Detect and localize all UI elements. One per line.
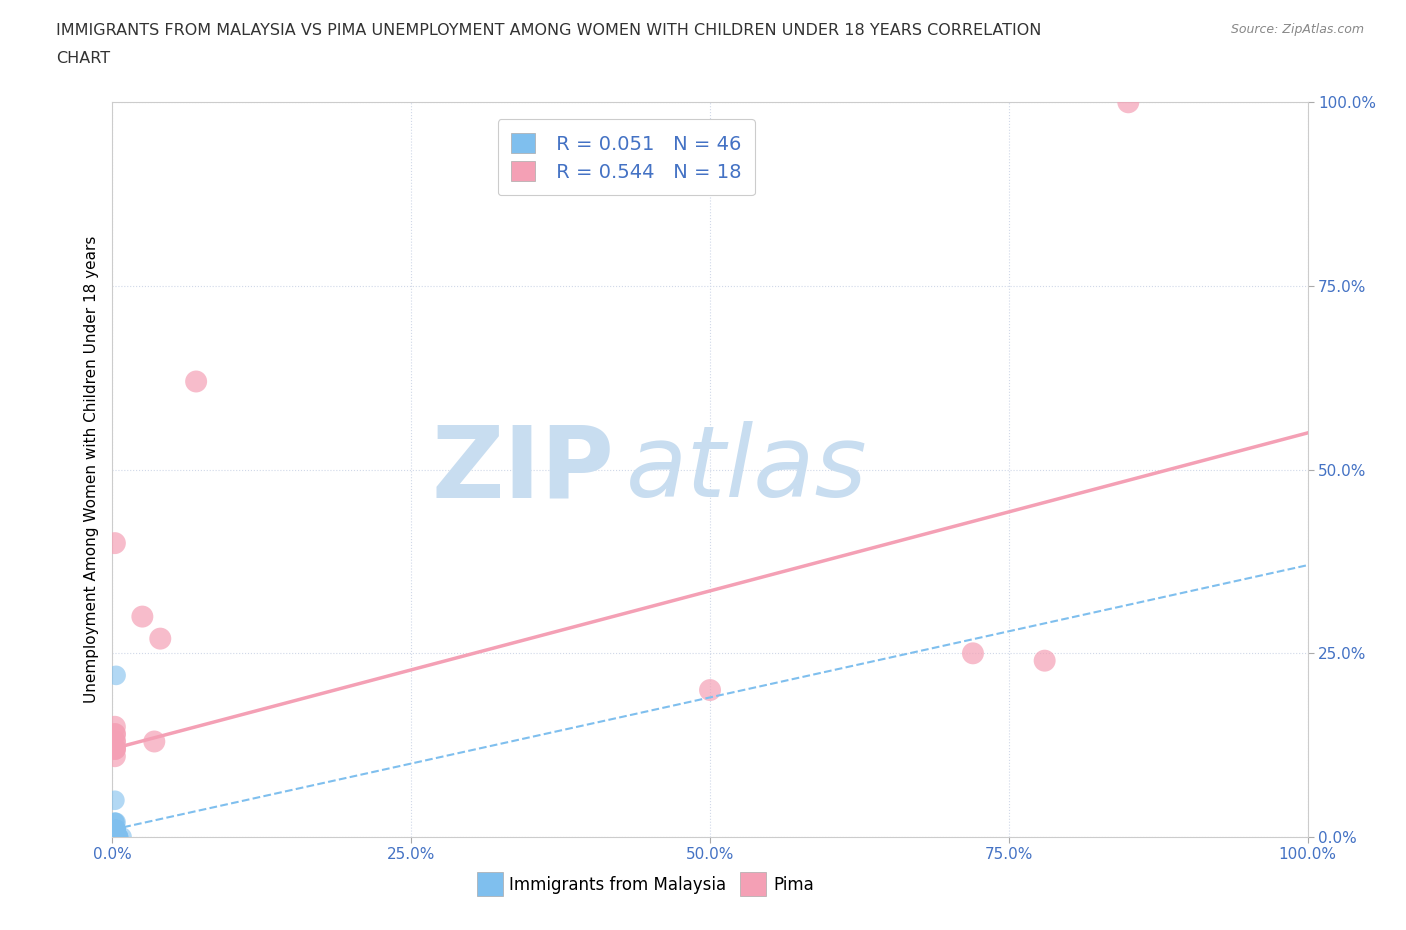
Point <box>107 830 129 844</box>
Point <box>143 734 166 749</box>
Text: Immigrants from Malaysia: Immigrants from Malaysia <box>509 876 727 894</box>
Point <box>105 822 128 837</box>
Point <box>105 830 128 844</box>
Point <box>105 830 128 844</box>
Point <box>107 830 129 844</box>
Point <box>105 830 128 844</box>
Point <box>105 830 128 844</box>
Point <box>105 830 128 844</box>
Point <box>104 536 127 551</box>
Text: atlas: atlas <box>627 421 868 518</box>
Point <box>104 830 127 844</box>
Point <box>104 830 127 844</box>
Point <box>105 830 128 844</box>
Point <box>104 741 127 756</box>
Point <box>111 830 134 844</box>
Point <box>104 830 127 844</box>
Point <box>105 830 128 844</box>
Point <box>104 830 127 844</box>
Point <box>104 830 127 844</box>
Point <box>105 830 128 844</box>
Point <box>105 830 128 844</box>
Point <box>107 830 129 844</box>
Text: IMMIGRANTS FROM MALAYSIA VS PIMA UNEMPLOYMENT AMONG WOMEN WITH CHILDREN UNDER 18: IMMIGRANTS FROM MALAYSIA VS PIMA UNEMPLO… <box>56 23 1042 38</box>
FancyBboxPatch shape <box>477 872 503 896</box>
Point <box>105 668 128 683</box>
Point <box>104 741 127 756</box>
Point <box>104 734 127 749</box>
Point <box>186 374 208 389</box>
Text: Pima: Pima <box>773 876 814 894</box>
Point <box>104 720 127 735</box>
Point <box>1118 95 1140 110</box>
Point <box>104 830 127 844</box>
Point <box>104 726 127 741</box>
Point <box>104 830 127 844</box>
Point <box>104 830 127 844</box>
Point <box>104 830 127 844</box>
Point <box>104 830 127 844</box>
Point <box>105 830 128 844</box>
Point <box>962 646 984 661</box>
Point <box>105 830 128 844</box>
Point <box>105 822 128 837</box>
Point <box>104 815 127 830</box>
Point <box>105 830 128 844</box>
Point <box>699 683 721 698</box>
Point <box>105 830 128 844</box>
Point <box>105 830 128 844</box>
Point <box>105 822 128 837</box>
Point <box>107 830 129 844</box>
Point <box>105 830 128 844</box>
Text: CHART: CHART <box>56 51 110 66</box>
Point <box>105 830 128 844</box>
Point <box>105 830 128 844</box>
Point <box>104 792 127 807</box>
Point <box>131 609 153 624</box>
Point <box>104 830 127 844</box>
Point <box>1033 653 1056 668</box>
Point <box>149 631 172 646</box>
Point <box>104 822 127 837</box>
Point <box>104 815 127 830</box>
Point <box>104 726 127 741</box>
FancyBboxPatch shape <box>740 872 766 896</box>
Y-axis label: Unemployment Among Women with Children Under 18 years: Unemployment Among Women with Children U… <box>83 236 98 703</box>
Text: Source: ZipAtlas.com: Source: ZipAtlas.com <box>1230 23 1364 36</box>
Point <box>104 734 127 749</box>
Point <box>104 741 127 756</box>
Point <box>104 830 127 844</box>
Point <box>105 822 128 837</box>
Point <box>105 822 128 837</box>
Legend:  R = 0.051   N = 46,  R = 0.544   N = 18: R = 0.051 N = 46, R = 0.544 N = 18 <box>498 119 755 195</box>
Point <box>105 830 128 844</box>
Text: ZIP: ZIP <box>432 421 614 518</box>
Point <box>105 815 128 830</box>
Point <box>104 749 127 764</box>
